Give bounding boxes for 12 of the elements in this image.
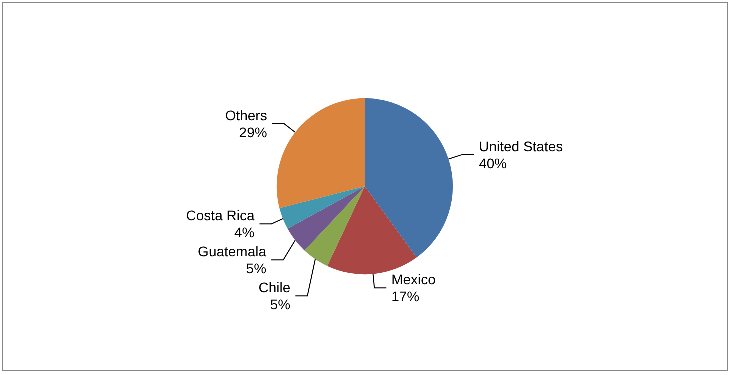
- data-label: 17%: [392, 288, 420, 305]
- slice-label: United States: [479, 138, 564, 154]
- data-label: 40%: [479, 155, 508, 172]
- data-label: 29%: [239, 124, 268, 140]
- data-label: 4%: [234, 224, 255, 241]
- slice-label: Costa Rica: [186, 208, 255, 224]
- slice-label: Guatemala: [198, 244, 267, 260]
- slice-label: Others: [225, 107, 268, 124]
- data-label: 5%: [270, 296, 291, 313]
- slice-label: Mexico: [392, 272, 436, 288]
- data-label: 5%: [246, 260, 267, 277]
- slice-label: Chile: [258, 280, 291, 296]
